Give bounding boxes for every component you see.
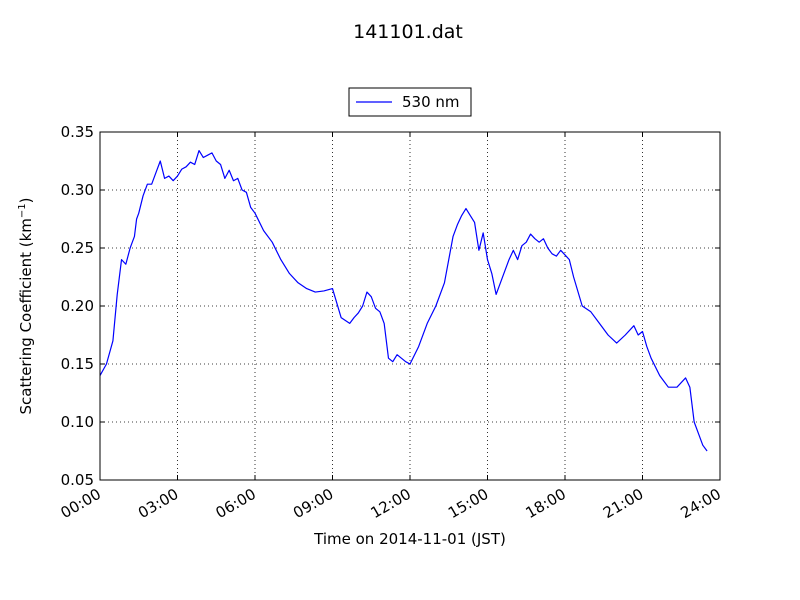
y-tick-labels: 0.05 0.10 0.15 0.20 0.25 0.30 0.35 <box>61 123 94 489</box>
legend-label: 530 nm <box>402 93 460 111</box>
y-axis-label-sup: −1 <box>17 203 28 218</box>
legend: 530 nm <box>348 87 472 117</box>
series-group <box>99 149 708 452</box>
y-axis-label: Scattering Coefficient (km−1) <box>17 197 35 414</box>
y-tick-label: 0.30 <box>61 181 94 199</box>
y-tick-label: 0.10 <box>61 413 94 431</box>
y-tick-label: 0.05 <box>61 471 94 489</box>
gridlines <box>100 132 720 480</box>
y-tick-label: 0.20 <box>61 297 94 315</box>
axis-ticks <box>99 131 721 481</box>
x-axis-label: Time on 2014-11-01 (JST) <box>313 530 506 548</box>
chart-title: 141101.dat <box>353 21 463 43</box>
y-axis-label-close: ) <box>17 197 35 203</box>
series-line <box>99 149 708 452</box>
y-tick-label: 0.25 <box>61 239 94 257</box>
y-tick-label: 0.35 <box>61 123 94 141</box>
y-tick-label: 0.15 <box>61 355 94 373</box>
y-axis-label-main: Scattering Coefficient (km <box>17 218 35 414</box>
